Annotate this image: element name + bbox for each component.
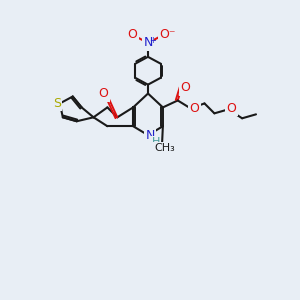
Text: O⁻: O⁻ (160, 28, 176, 40)
Text: S: S (53, 97, 61, 110)
Text: O: O (127, 28, 137, 40)
Text: O: O (181, 81, 190, 94)
Text: CH₃: CH₃ (154, 143, 175, 153)
Text: N: N (143, 37, 153, 50)
Text: N: N (145, 129, 155, 142)
Text: +: + (149, 35, 156, 44)
Text: O: O (98, 87, 108, 100)
Text: O: O (226, 102, 236, 115)
Text: H: H (152, 137, 160, 147)
Text: O: O (190, 102, 200, 115)
